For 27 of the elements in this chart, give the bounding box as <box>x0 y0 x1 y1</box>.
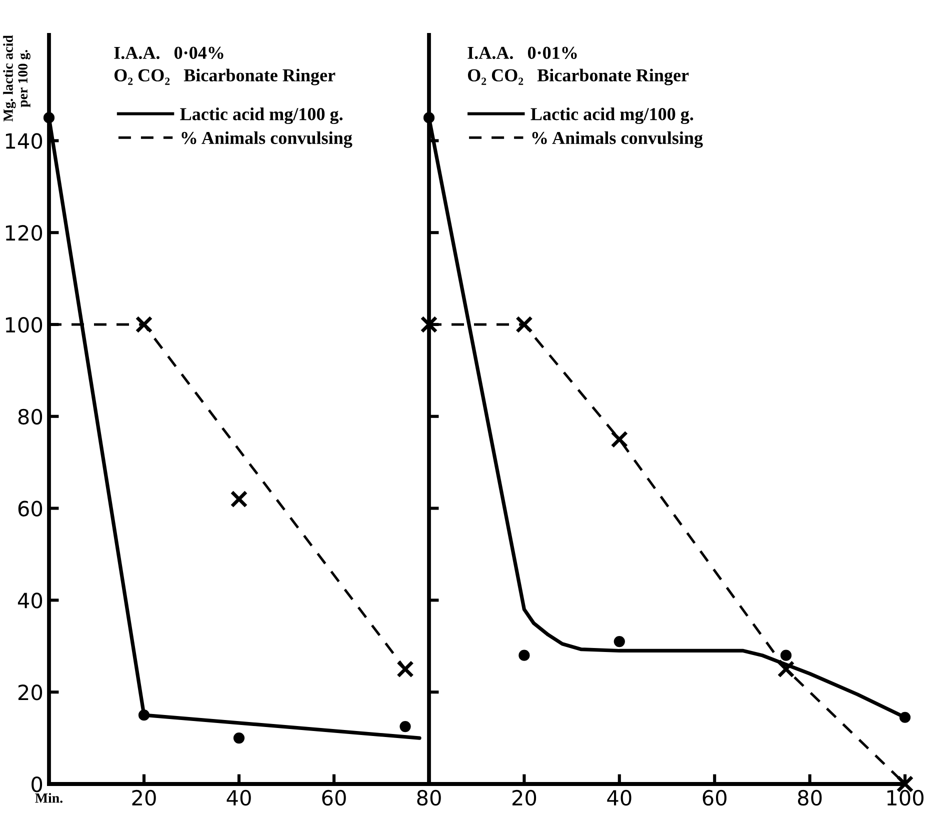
x-tick-label: 20 <box>132 790 156 806</box>
legend-label: % Animals convulsing <box>532 131 703 148</box>
y-tick-label: 20 <box>18 684 42 700</box>
x-tick-label: 60 <box>702 790 726 806</box>
annotation: I.A.A. 0·04% <box>114 46 224 60</box>
legend-label: Lactic acid mg/100 g. <box>180 108 343 124</box>
y-tick-label: 100 <box>6 316 42 333</box>
legend-label: Lactic acid mg/100 g. <box>530 108 694 124</box>
x-tick-label: 40 <box>607 790 632 806</box>
y-axis-title: Mg. lactic acid per 100 g. <box>3 35 30 122</box>
y-tick-label: 40 <box>18 592 42 608</box>
y-tick-label: 120 <box>6 225 42 241</box>
y-tick-label: 80 <box>18 408 42 425</box>
annotation: O₂ CO₂ Bicarbonate Ringer <box>114 68 336 86</box>
x-axis-title: Min. <box>35 792 62 803</box>
x-tick-label: 80 <box>798 790 822 806</box>
y-tick-label: 0 <box>32 776 42 792</box>
x-tick-label: 60 <box>322 790 346 806</box>
x-tick-label: 20 <box>512 790 536 806</box>
y-tick-label: 60 <box>18 500 42 517</box>
x-tick-label: 40 <box>226 790 251 806</box>
annotation: O₂ CO₂ Bicarbonate Ringer <box>468 68 689 86</box>
x-tick-label: 80 <box>417 790 441 806</box>
legend-label: % Animals convulsing <box>182 131 352 148</box>
x-tick-label: 100 <box>887 790 924 806</box>
y-tick-label: 140 <box>6 133 42 149</box>
annotation: I.A.A. 0·01% <box>468 46 577 60</box>
